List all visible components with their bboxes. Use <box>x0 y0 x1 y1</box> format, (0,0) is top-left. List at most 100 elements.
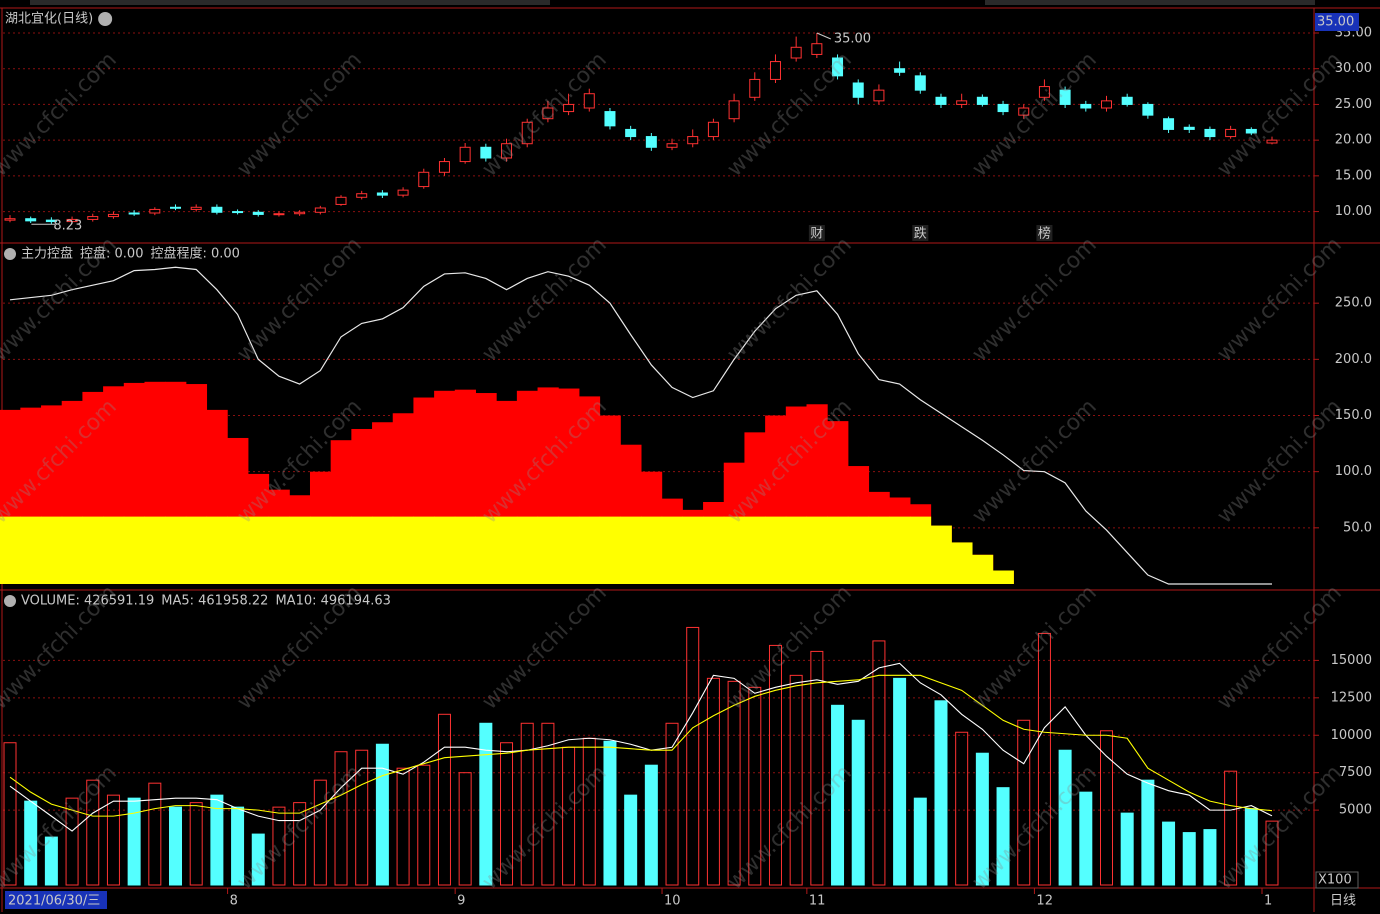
area-step <box>661 516 683 584</box>
volume-bar <box>106 794 120 886</box>
volume-bar <box>86 779 100 886</box>
candle-body <box>294 211 306 215</box>
y-tick-label: 50.0 <box>1343 520 1372 535</box>
candle-body <box>687 136 699 145</box>
candle-body <box>935 96 947 105</box>
x-tick-label: 10 <box>664 894 681 909</box>
area-step <box>413 516 435 584</box>
area-step <box>227 516 249 584</box>
volume-bar <box>417 764 431 886</box>
candle-body <box>170 206 182 209</box>
candle-body <box>873 89 885 102</box>
area-step <box>123 516 145 584</box>
volume-bar <box>1265 820 1279 886</box>
volume-bar <box>313 779 327 886</box>
volume-bar <box>355 749 369 886</box>
low-label: 8.23 <box>53 219 82 234</box>
candle-body <box>769 61 781 80</box>
y-tick-label: 20.00 <box>1335 133 1372 148</box>
toolbar-strip <box>985 0 1315 5</box>
volume-bar <box>437 713 451 886</box>
candle-body <box>1163 118 1175 130</box>
candle-body <box>314 207 326 213</box>
volume-bar <box>272 806 286 886</box>
volume-bar <box>893 677 907 886</box>
volume-bar <box>934 700 948 886</box>
candle-body <box>1204 128 1216 138</box>
area-step <box>392 516 414 584</box>
candle-body <box>1018 107 1030 116</box>
indicator-header: MA10: 496194.63 <box>275 594 390 609</box>
date-box <box>5 891 107 909</box>
volume-bar <box>851 719 865 886</box>
candle-body <box>790 46 802 59</box>
volume-bar <box>334 751 348 886</box>
volume-bar <box>458 772 472 886</box>
candle-body <box>1225 128 1237 138</box>
candle-body <box>1059 89 1071 105</box>
volume-bar <box>127 797 141 886</box>
area-step <box>889 516 911 584</box>
collapse-icon <box>4 248 16 260</box>
y-tick-label: 10000 <box>1331 728 1372 743</box>
candle-body <box>542 107 554 120</box>
candle-body <box>976 96 988 105</box>
y-tick-label: 30.00 <box>1335 61 1372 76</box>
area-step <box>951 542 973 584</box>
area-step <box>351 516 373 584</box>
candle-body <box>397 189 409 196</box>
volume-bar <box>727 680 741 886</box>
candle-body <box>707 121 719 138</box>
x-tick-label: 9 <box>457 894 465 909</box>
area-step <box>144 516 166 584</box>
area-step <box>785 516 808 584</box>
area-step <box>185 516 208 584</box>
toolbar-strip <box>30 0 550 5</box>
volume-bar <box>44 836 58 886</box>
x-tick-label: 2021/06/30/三 <box>8 894 100 909</box>
volume-bar <box>479 722 493 886</box>
y-tick-label: 15000 <box>1331 653 1372 668</box>
volume-bar <box>65 797 79 886</box>
area-step <box>765 516 787 584</box>
area-step <box>868 516 890 584</box>
candle-body <box>190 206 202 210</box>
area-step <box>537 516 559 584</box>
candle-body <box>273 213 285 216</box>
area-step <box>289 516 311 584</box>
volume-bar <box>1120 812 1134 886</box>
x-tick-label: 11 <box>809 894 826 909</box>
candle-body <box>645 136 657 148</box>
candle-body <box>521 121 533 145</box>
volume-bar <box>396 767 410 886</box>
candle-body <box>583 93 595 109</box>
volume-bar <box>251 833 265 886</box>
candle-body <box>232 211 244 214</box>
unit-box <box>1315 871 1359 889</box>
volume-bar <box>665 722 679 886</box>
volume-bar <box>810 650 824 886</box>
y-tick-label: 12500 <box>1331 690 1372 705</box>
area-step <box>372 516 394 584</box>
volume-bar <box>768 644 782 886</box>
candle-body <box>335 196 347 205</box>
area-step <box>516 516 539 584</box>
price-box-label: 35.00 <box>1317 15 1354 30</box>
x-tick-label: 8 <box>230 894 238 909</box>
y-tick-label: 250.0 <box>1335 296 1372 311</box>
candle-body <box>1100 100 1112 109</box>
area-step <box>82 516 104 584</box>
price-box <box>1315 13 1359 31</box>
volume-bar <box>1017 719 1031 886</box>
candle-body <box>459 146 471 163</box>
candle-body <box>45 219 57 223</box>
volume-bar <box>1037 632 1051 886</box>
candle-body <box>25 218 37 222</box>
indicator-line <box>9 266 1272 585</box>
candle-body <box>728 100 740 120</box>
volume-bar <box>624 794 638 886</box>
candle-body <box>604 111 616 127</box>
x-tick-label: 12 <box>1036 894 1053 909</box>
area-step <box>0 516 21 584</box>
area-step <box>558 516 580 584</box>
